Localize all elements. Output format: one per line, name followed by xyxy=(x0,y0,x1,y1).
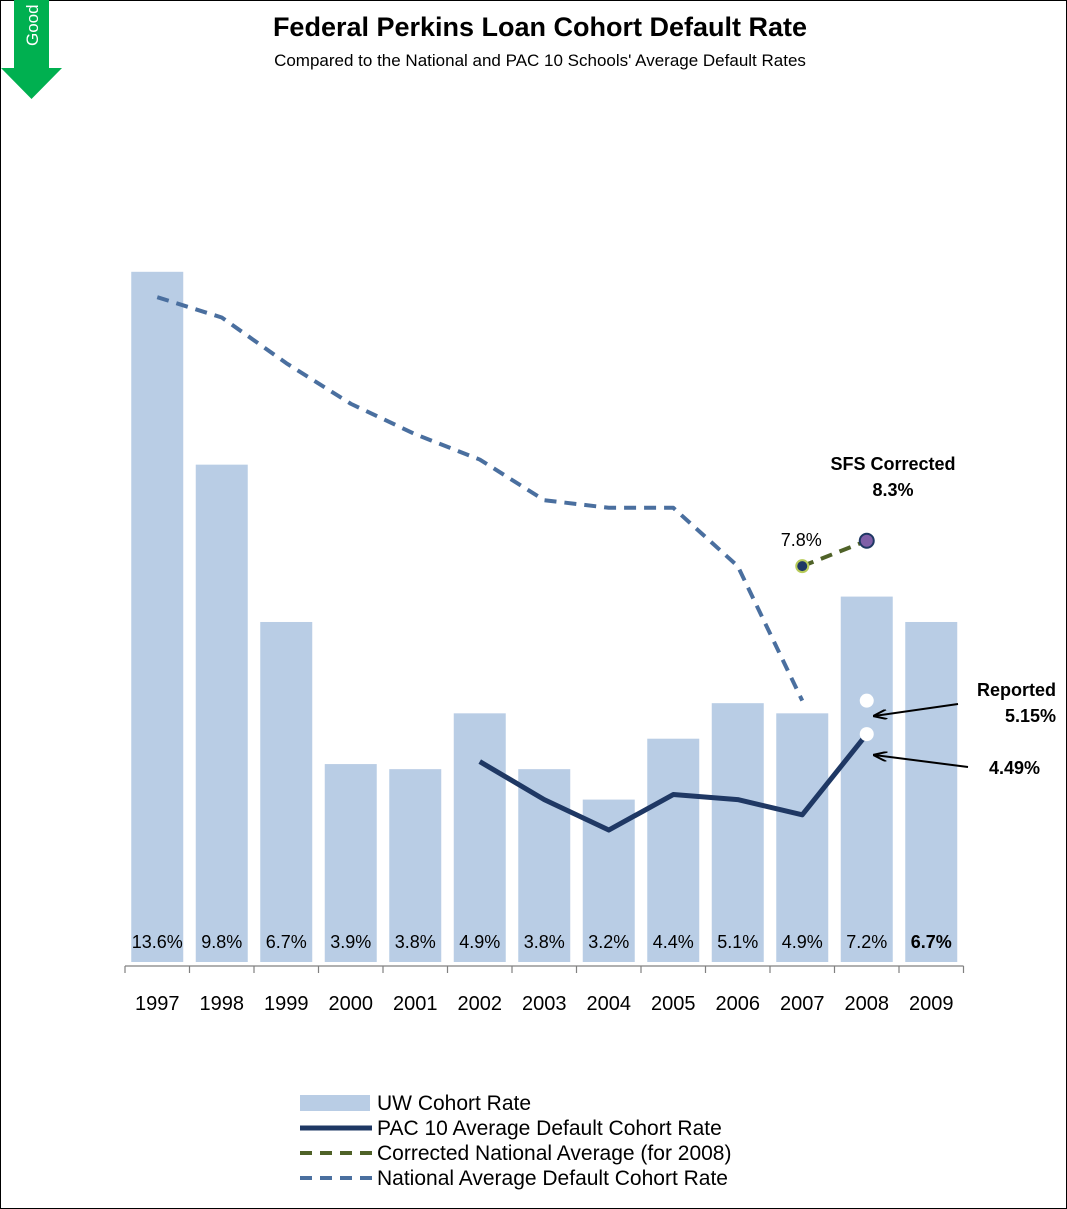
corrected-2007-marker xyxy=(795,559,810,574)
bar-2000 xyxy=(324,764,377,962)
chart-title: Federal Perkins Loan Cohort Default Rate xyxy=(273,12,807,42)
legend-label-2: Corrected National Average (for 2008) xyxy=(377,1142,731,1165)
annotation-reported-line-0: Reported xyxy=(977,680,1056,700)
x-tick-label-1998: 1998 xyxy=(200,993,245,1015)
annotation-reported-line-1: 5.15% xyxy=(1005,706,1056,726)
pac10-average-line xyxy=(478,732,869,833)
bar-value-label-2006: 5.1% xyxy=(717,932,758,952)
x-tick-label-2008: 2008 xyxy=(845,993,890,1015)
x-tick-label-2005: 2005 xyxy=(651,993,696,1015)
bar-2007 xyxy=(776,713,829,962)
bar-2008 xyxy=(840,596,893,962)
bar-value-label-2004: 3.2% xyxy=(588,932,629,952)
good-label: Good xyxy=(23,4,42,46)
legend-swatch-bar xyxy=(300,1095,370,1111)
annotation-pac10-2008-line-0: 4.49% xyxy=(989,758,1040,778)
x-tick-label-2009: 2009 xyxy=(909,993,954,1015)
bar-value-label-2000: 3.9% xyxy=(330,932,371,952)
corrected-national-line xyxy=(801,538,868,569)
line-series xyxy=(156,295,875,833)
x-tick-label-2006: 2006 xyxy=(716,993,761,1015)
pac10-2008-marker xyxy=(859,727,874,742)
bar-2002 xyxy=(453,713,506,962)
x-tick-label-1997: 1997 xyxy=(135,993,180,1015)
arrow-reported xyxy=(874,703,959,716)
bar-value-label-1998: 9.8% xyxy=(201,932,242,952)
bar-series xyxy=(131,271,958,962)
x-tick-label-1999: 1999 xyxy=(264,993,309,1015)
bar-value-label-2009: 6.7% xyxy=(911,932,952,952)
annotation-sfs-corrected-line-1: 8.3% xyxy=(872,480,913,500)
legend-label-0: UW Cohort Rate xyxy=(377,1092,531,1115)
bar-2005 xyxy=(647,738,700,962)
bar-2004 xyxy=(582,799,635,962)
arrow-pac10-2008 xyxy=(874,755,969,768)
x-tick-label-2001: 2001 xyxy=(393,993,438,1015)
reported-2008-marker xyxy=(859,693,874,708)
x-tick-label-2000: 2000 xyxy=(329,993,374,1015)
bar-value-label-2008: 7.2% xyxy=(846,932,887,952)
bar-value-label-2005: 4.4% xyxy=(653,932,694,952)
national-average-line xyxy=(156,295,805,702)
x-tick-label-2002: 2002 xyxy=(458,993,503,1015)
x-axis: 1997 1998 1999 2000 2001 2002 2003 2004 2005 2006… xyxy=(124,965,965,1015)
bar-1997 xyxy=(131,271,184,962)
chart-subtitle: Compared to the National and PAC 10 Scho… xyxy=(274,51,806,70)
bar-value-label-2007: 4.9% xyxy=(782,932,823,952)
annotations: SFS Corrected 8.3% Reported 5.15% 4.49% xyxy=(830,454,1056,778)
bar-value-label-1999: 6.7% xyxy=(266,932,307,952)
bar-value-label-1997: 13.6% xyxy=(132,932,183,952)
point-label-2007: 7.8% xyxy=(781,530,822,550)
x-tick-label-2007: 2007 xyxy=(780,993,825,1015)
data-labels: 13.6% 9.8% 6.7% 3.9% 3.8% 4.9% 3.8% 3.2% 4.4% 5.1… xyxy=(132,530,952,952)
bar-2001 xyxy=(389,769,442,962)
bar-1999 xyxy=(260,621,313,962)
bar-2006 xyxy=(711,703,764,962)
legend-label-1: PAC 10 Average Default Cohort Rate xyxy=(377,1117,722,1140)
bar-value-label-2002: 4.9% xyxy=(459,932,500,952)
x-tick-label-2003: 2003 xyxy=(522,993,567,1015)
annotation-sfs-corrected-line-0: SFS Corrected xyxy=(830,454,955,474)
x-tick-label-2004: 2004 xyxy=(587,993,632,1015)
bar-value-label-2001: 3.8% xyxy=(395,932,436,952)
good-arrow-icon: Good xyxy=(1,0,62,99)
bar-value-label-2003: 3.8% xyxy=(524,932,565,952)
legend-label-3: National Average Default Cohort Rate xyxy=(377,1167,728,1190)
corrected-2008-marker xyxy=(858,532,875,549)
bar-2009 xyxy=(905,621,958,962)
bar-1998 xyxy=(195,464,248,962)
